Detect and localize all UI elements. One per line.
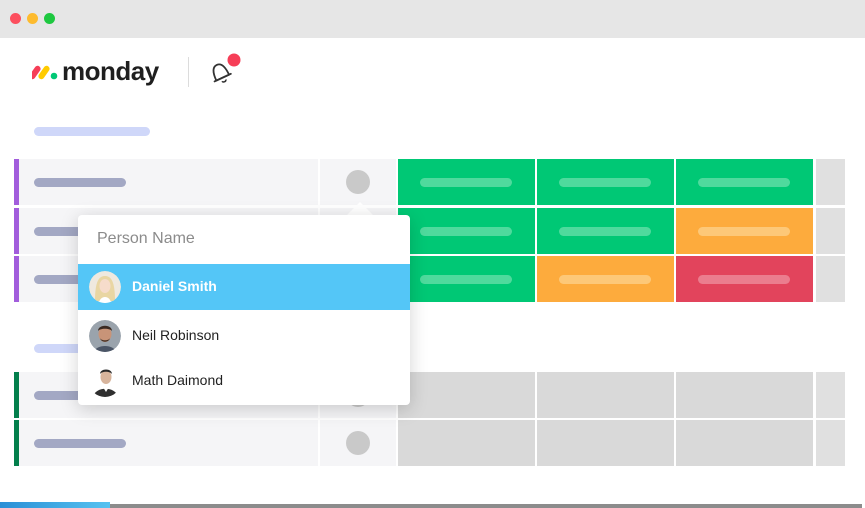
window-close-button[interactable] [10,13,21,24]
avatar [89,320,121,352]
group-color-stripe [14,159,19,205]
add-column-cell[interactable] [816,208,845,254]
person-picker-dropdown: Person Name Daniel Smith Neil Robinson M… [78,215,410,405]
item-name-placeholder [34,178,126,187]
status-cell[interactable] [676,372,813,418]
monday-logo-icon [32,65,58,80]
status-cell[interactable] [676,256,813,302]
status-cell[interactable] [676,420,813,466]
empty-avatar[interactable] [346,170,370,194]
group-color-stripe [14,372,19,418]
status-cell[interactable] [676,159,813,205]
bottom-shadow-line [110,504,862,508]
window-titlebar [0,0,865,38]
person-name: Neil Robinson [132,327,220,343]
logo-text: monday [62,56,159,86]
table-row[interactable] [14,159,396,205]
table-row[interactable] [14,420,396,466]
status-cell[interactable] [676,208,813,254]
avatar [89,365,121,397]
person-cell[interactable] [318,159,396,205]
header-divider [188,57,189,87]
window-maximize-button[interactable] [44,13,55,24]
group-color-stripe [14,256,19,302]
item-name-placeholder [34,439,126,448]
add-column-cell[interactable] [816,256,845,302]
person-option-math-daimond[interactable]: Math Daimond [78,358,410,404]
person-name: Daniel Smith [132,278,217,294]
empty-avatar[interactable] [346,431,370,455]
person-cell[interactable] [318,420,396,466]
add-column-cell[interactable] [816,420,845,466]
group-title-placeholder[interactable] [34,127,150,136]
status-cell[interactable] [537,256,674,302]
group-color-stripe [14,420,19,466]
add-column-cell[interactable] [816,372,845,418]
status-cell[interactable] [537,372,674,418]
status-cell[interactable] [537,420,674,466]
bottom-accent-bar [0,502,110,508]
status-cell[interactable] [537,208,674,254]
popup-caret [347,202,373,215]
notification-badge [227,53,241,67]
person-option-daniel-smith[interactable]: Daniel Smith [78,264,410,310]
person-name: Math Daimond [132,372,224,388]
status-cell[interactable] [398,256,535,302]
person-option-neil-robinson[interactable]: Neil Robinson [78,313,410,359]
status-cell[interactable] [398,372,535,418]
status-cell[interactable] [398,159,535,205]
window-minimize-button[interactable] [27,13,38,24]
add-column-cell[interactable] [816,159,845,205]
group-color-stripe [14,208,19,254]
bell-icon[interactable] [206,52,246,88]
avatar [89,271,121,303]
status-cell[interactable] [398,420,535,466]
status-cell[interactable] [537,159,674,205]
person-search-input[interactable]: Person Name [97,230,195,247]
status-cell[interactable] [398,208,535,254]
